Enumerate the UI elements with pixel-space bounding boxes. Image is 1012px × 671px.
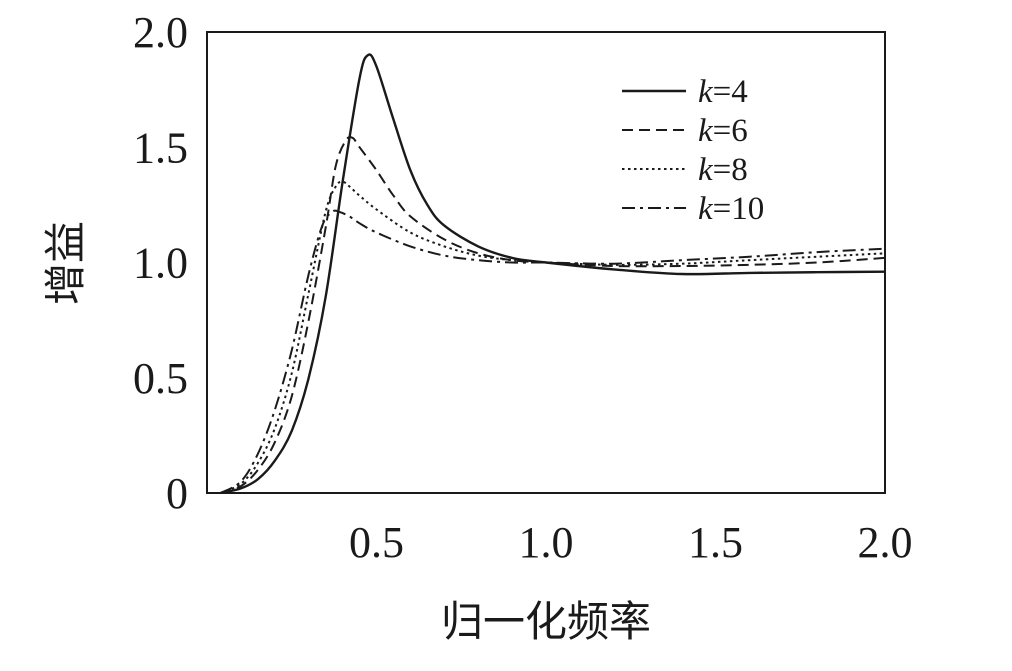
plot-frame xyxy=(206,31,886,494)
series-line-4 xyxy=(220,209,886,494)
y-tick-label: 2.0 xyxy=(133,8,188,57)
x-tick-label: 0.5 xyxy=(349,518,404,567)
y-tick-label: 1.0 xyxy=(133,239,188,288)
legend-label: k=10 xyxy=(698,191,764,227)
legend-label: k=4 xyxy=(698,74,748,110)
y-tick-label: 0.5 xyxy=(133,354,188,403)
x-axis-label: 归一化频率 xyxy=(441,597,651,646)
series-line-2 xyxy=(220,136,886,494)
y-axis-label: 增益 xyxy=(41,221,90,305)
x-tick-label: 1.0 xyxy=(519,518,574,567)
series-line-1 xyxy=(220,53,886,495)
legend-label: k=8 xyxy=(698,152,748,188)
x-tick-label: 2.0 xyxy=(858,518,913,567)
legend-label: k=6 xyxy=(698,113,748,149)
series-line-3 xyxy=(220,180,886,494)
y-tick-label: 0 xyxy=(166,469,188,518)
y-tick-label: 1.5 xyxy=(133,123,188,172)
x-tick-label: 1.5 xyxy=(688,518,743,567)
